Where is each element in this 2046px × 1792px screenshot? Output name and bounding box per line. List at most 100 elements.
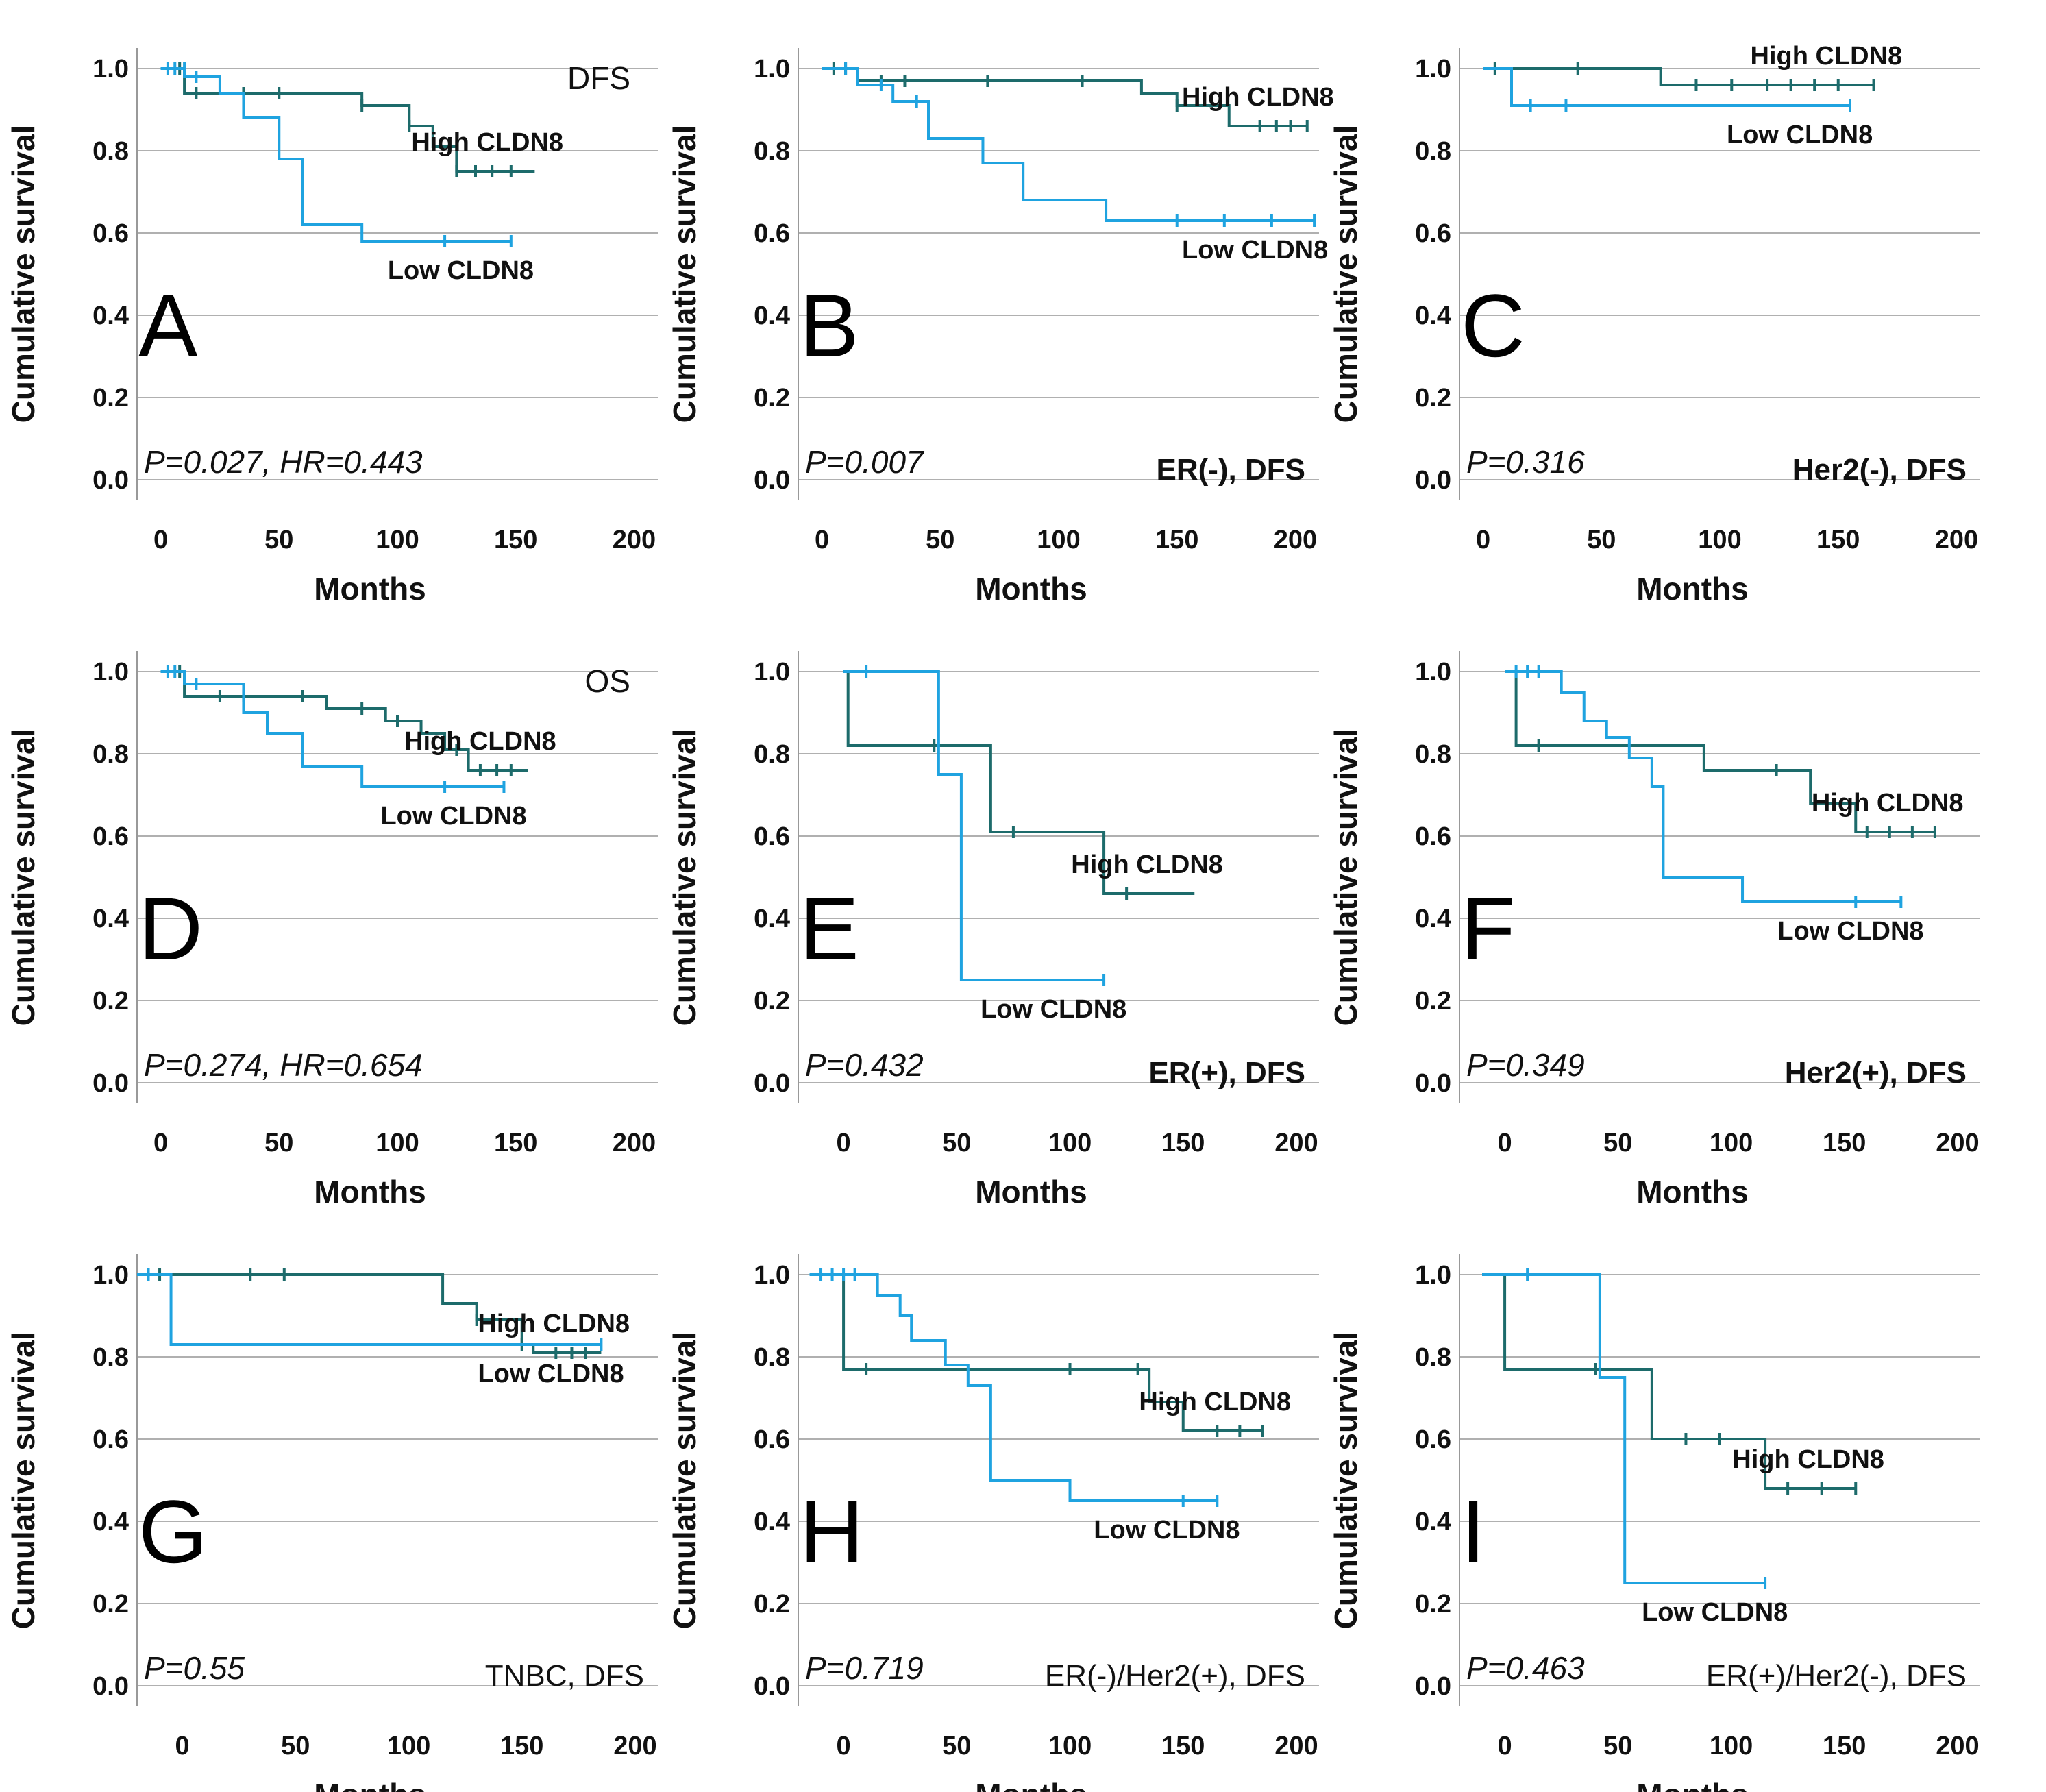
x-tick-label: 100 <box>375 1129 419 1157</box>
y-tick-label: 0.0 <box>754 466 790 495</box>
x-tick-label: 150 <box>1161 1732 1205 1760</box>
high-cldn8-label: High CLDN8 <box>411 128 563 157</box>
x-tick-label: 100 <box>387 1732 430 1760</box>
y-tick-label: 1.0 <box>754 658 790 687</box>
survival-step-line <box>1505 670 1935 833</box>
high-cldn8-label: High CLDN8 <box>1182 83 1334 112</box>
x-tick-label: 150 <box>1161 1129 1205 1157</box>
x-tick-label: 100 <box>1048 1732 1092 1760</box>
y-tick-label: 0.6 <box>93 1425 129 1454</box>
survival-step-line <box>1505 670 1901 903</box>
x-tick-label: 150 <box>494 526 537 554</box>
y-tick-label: 0.6 <box>1415 219 1451 248</box>
y-tick-label: 0.2 <box>93 1590 129 1619</box>
x-tick-label: 200 <box>1936 1129 1979 1157</box>
x-tick-label: 100 <box>1698 526 1741 554</box>
x-tick-label: 0 <box>175 1732 190 1760</box>
panel-subtitle: ER(-)/Her2(+), DFS <box>1045 1659 1305 1693</box>
x-axis-label: Months <box>1636 1777 1749 1792</box>
y-tick-label: 1.0 <box>1415 1261 1451 1290</box>
low-cldn8-series <box>809 1268 1219 1507</box>
x-tick-label: 100 <box>1048 1129 1092 1157</box>
y-tick-label: 0.2 <box>93 384 129 413</box>
y-axis-label: Cumulative survival <box>5 728 41 1027</box>
high-cldn8-series <box>160 62 535 177</box>
x-axis-label: Months <box>975 1174 1087 1210</box>
x-tick-label: 200 <box>613 1732 656 1760</box>
y-tick-label: 0.8 <box>1415 1343 1451 1372</box>
x-tick-label: 0 <box>837 1732 851 1760</box>
x-tick-label: 0 <box>815 526 829 554</box>
y-tick-label: 0.4 <box>1415 302 1451 330</box>
y-tick-label: 0.2 <box>93 987 129 1016</box>
y-axis-label: Cumulative survival <box>1328 125 1364 424</box>
panel-subtitle: OS <box>585 663 630 699</box>
x-tick-label: 200 <box>613 526 656 554</box>
panel-subtitle: Her2(+), DFS <box>1785 1056 1967 1090</box>
y-tick-label: 0.4 <box>1415 1508 1451 1536</box>
x-tick-label: 150 <box>1816 526 1860 554</box>
p-value-annotation: P=0.027, HR=0.443 <box>144 444 423 480</box>
low-cldn8-label: Low CLDN8 <box>1182 236 1328 265</box>
panel-letter: H <box>800 1482 864 1582</box>
x-tick-label: 0 <box>1498 1129 1512 1157</box>
y-axis-label: Cumulative survival <box>667 1331 702 1630</box>
high-cldn8-series <box>137 1268 602 1359</box>
p-value-annotation: P=0.349 <box>1466 1047 1585 1083</box>
y-tick-label: 0.8 <box>1415 137 1451 166</box>
y-tick-label: 0.4 <box>93 1508 129 1536</box>
survival-step-line <box>160 67 511 243</box>
y-tick-label: 1.0 <box>754 55 790 84</box>
y-axis-label: Cumulative survival <box>1328 728 1364 1027</box>
panel-letter: A <box>138 275 198 376</box>
y-tick-label: 1.0 <box>1415 55 1451 84</box>
panel-G: 0.0 0.2 0.4 0.6 0.8 1.0 0 50 100 150 200 Months Cumu… <box>5 1254 658 1792</box>
x-axis-label: Months <box>975 571 1087 606</box>
y-axis-label: Cumulative survival <box>5 125 41 424</box>
y-tick-label: 0.0 <box>93 1069 129 1098</box>
low-cldn8-label: Low CLDN8 <box>981 995 1126 1024</box>
p-value-annotation: P=0.463 <box>1466 1650 1585 1686</box>
y-tick-label: 1.0 <box>93 55 129 84</box>
survival-step-line <box>1482 1273 1766 1584</box>
y-tick-label: 0.4 <box>93 302 129 330</box>
y-tick-label: 1.0 <box>93 658 129 687</box>
high-cldn8-label: High CLDN8 <box>404 727 556 756</box>
x-axis-label: Months <box>314 1777 426 1792</box>
p-value-annotation: P=0.719 <box>805 1650 924 1686</box>
low-cldn8-series <box>160 665 506 793</box>
y-tick-label: 0.4 <box>754 302 790 330</box>
x-tick-label: 150 <box>1823 1732 1866 1760</box>
high-cldn8-label: High CLDN8 <box>1812 789 1964 818</box>
low-cldn8-label: Low CLDN8 <box>1642 1598 1788 1627</box>
p-value-annotation: P=0.274, HR=0.654 <box>144 1047 423 1083</box>
low-cldn8-label: Low CLDN8 <box>1777 917 1923 946</box>
low-cldn8-label: Low CLDN8 <box>388 256 534 285</box>
p-value-annotation: P=0.007 <box>805 444 924 480</box>
y-tick-label: 0.0 <box>93 1672 129 1701</box>
panel-subtitle: Her2(-), DFS <box>1792 453 1967 487</box>
x-tick-label: 50 <box>281 1732 310 1760</box>
y-tick-label: 0.8 <box>754 137 790 166</box>
x-tick-label: 150 <box>494 1129 537 1157</box>
x-tick-label: 200 <box>1935 526 1978 554</box>
p-value-annotation: P=0.316 <box>1466 444 1585 480</box>
survival-step-line <box>160 670 528 772</box>
x-tick-label: 0 <box>1498 1732 1512 1760</box>
y-axis-label: Cumulative survival <box>1328 1331 1364 1630</box>
y-tick-label: 0.8 <box>1415 740 1451 769</box>
low-cldn8-series <box>1482 1268 1767 1589</box>
x-tick-label: 50 <box>942 1732 971 1760</box>
x-tick-label: 50 <box>1587 526 1616 554</box>
survival-step-line <box>160 670 504 788</box>
y-tick-label: 0.2 <box>754 1590 790 1619</box>
high-cldn8-series <box>160 665 528 776</box>
y-tick-label: 0.0 <box>1415 1672 1451 1701</box>
high-cldn8-series <box>1505 670 1936 838</box>
panel-C: 0.0 0.2 0.4 0.6 0.8 1.0 0 50 100 150 200 Months Cumu… <box>1328 42 1980 606</box>
low-cldn8-series <box>160 62 513 247</box>
panel-subtitle: ER(+)/Her2(-), DFS <box>1706 1659 1967 1693</box>
panel-B: 0.0 0.2 0.4 0.6 0.8 1.0 0 50 100 150 200 Months Cumu… <box>667 48 1334 606</box>
panel-A: 0.0 0.2 0.4 0.6 0.8 1.0 0 50 100 150 200 Months Cumu… <box>5 48 658 606</box>
